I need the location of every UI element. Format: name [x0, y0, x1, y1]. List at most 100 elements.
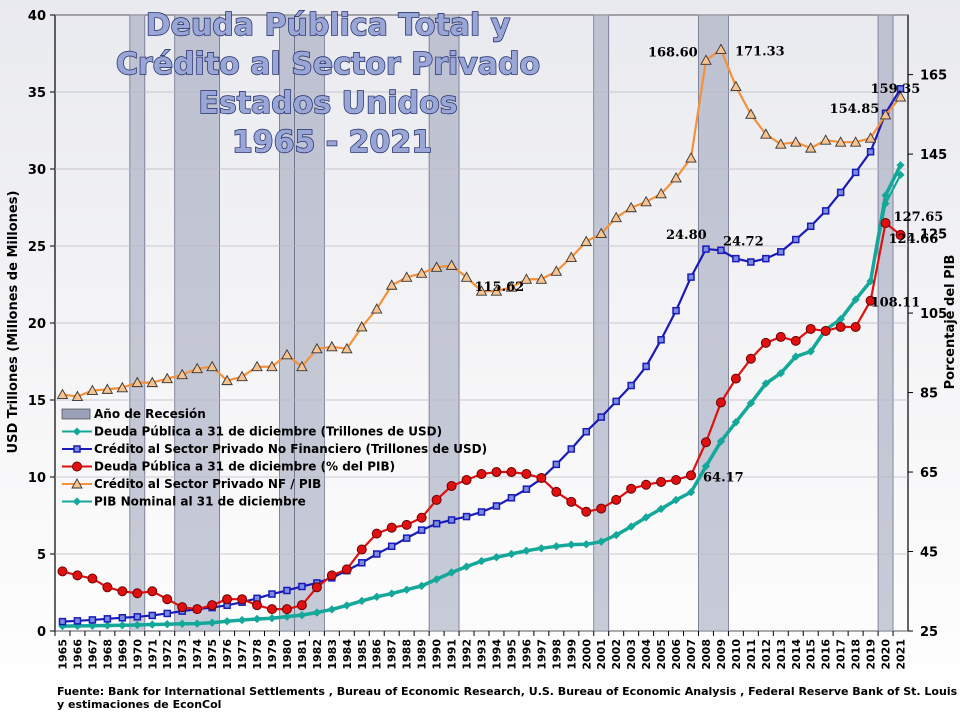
- series-2-point-2006: [671, 474, 682, 485]
- x-tick-1975: 1975: [206, 639, 219, 670]
- x-tick-1999: 1999: [565, 639, 578, 670]
- series-3-point-1989: [415, 267, 428, 278]
- x-tick-2019: 2019: [865, 639, 878, 670]
- x-tick-2013: 2013: [775, 639, 788, 670]
- series-3-point-2006: [670, 172, 682, 183]
- series-3-point-2003: [625, 201, 637, 213]
- annotation-10: 64.17: [703, 470, 744, 485]
- x-tick-2004: 2004: [640, 639, 653, 670]
- series-3-point-1997: [535, 273, 548, 284]
- x-tick-1977: 1977: [236, 639, 249, 670]
- source-line-1: Fuente: Bank for International Settlemen…: [57, 685, 958, 698]
- x-tick-1972: 1972: [161, 639, 174, 670]
- series-0-point-1987: [387, 589, 396, 598]
- y-left-tick-5: 5: [37, 548, 46, 563]
- title-line-3: Estados Unidos: [198, 86, 457, 121]
- x-tick-1995: 1995: [505, 639, 518, 670]
- series-0-point-2003: [627, 522, 636, 531]
- series-2-point-2003: [626, 483, 637, 494]
- x-tick-2005: 2005: [655, 639, 668, 670]
- series-2-point-2014: [790, 335, 801, 346]
- series-2-point-2017: [835, 321, 846, 332]
- series-0-point-1989: [417, 581, 426, 590]
- annotation-9: 108.11: [871, 296, 921, 311]
- series-0-point-1974: [193, 619, 202, 628]
- series-1-point-2010: [732, 254, 740, 263]
- series-0-point-1979: [267, 614, 277, 623]
- series-0-point-2013: [776, 369, 785, 378]
- series-0-point-1978: [252, 614, 262, 624]
- series-0-point-2005: [657, 504, 666, 513]
- series-1-point-1990: [432, 519, 441, 528]
- x-tick-1986: 1986: [371, 639, 384, 670]
- series-2-point-1987: [386, 522, 397, 533]
- series-2-point-1978: [252, 600, 263, 611]
- x-tick-1990: 1990: [431, 639, 444, 670]
- legend-item-2: Crédito al Sector Privado No Financiero …: [62, 442, 487, 456]
- series-0-point-1998: [552, 542, 561, 551]
- series-2-point-2019: [865, 295, 876, 306]
- series-2-point-1969: [117, 586, 128, 597]
- series-1-point-2011: [747, 258, 755, 266]
- legend-item-3: Deuda Pública a 31 de diciembre (% del P…: [62, 460, 395, 474]
- series-2-point-1985: [356, 544, 367, 555]
- series-0-point-1967: [88, 621, 97, 630]
- y-left-tick-0: 0: [37, 625, 46, 640]
- legend-label-2: Crédito al Sector Privado No Financiero …: [94, 442, 487, 456]
- series-3-point-2021: [894, 91, 907, 102]
- series-0-point-1975: [208, 618, 217, 627]
- series-2-point-1999: [566, 496, 577, 507]
- x-tick-2018: 2018: [850, 639, 863, 670]
- series-3-point-1974: [191, 362, 203, 374]
- series-1-point-1965: [58, 617, 67, 626]
- series-0-point-2008: [701, 462, 711, 471]
- series-2-point-2007: [686, 470, 697, 481]
- series-3-point-1973: [176, 368, 188, 380]
- series-2-point-1995: [506, 467, 517, 478]
- series-2-point-1990: [431, 494, 442, 505]
- series-1-point-2004: [642, 362, 650, 371]
- series-0-point-1984: [342, 601, 351, 610]
- series-3-point-1998: [550, 265, 563, 276]
- series-3-point-1979: [266, 360, 278, 372]
- series-3-point-2009: [715, 43, 727, 54]
- x-tick-2001: 2001: [595, 639, 608, 670]
- series-0-point-1990: [432, 575, 441, 584]
- series-2-point-2016: [820, 325, 831, 336]
- series-0-point-1985: [357, 596, 366, 606]
- x-tick-1991: 1991: [446, 639, 459, 670]
- x-tick-1981: 1981: [296, 639, 309, 670]
- series-3-point-1977: [236, 370, 248, 382]
- series-1-point-2012: [762, 254, 770, 263]
- series-3-point-2005: [655, 187, 667, 199]
- series-3-point-1965: [56, 388, 69, 399]
- annotation-7: 127.65: [894, 210, 944, 225]
- y-right-tick-45: 45: [920, 546, 938, 561]
- series-3-point-1976: [221, 374, 233, 386]
- title-line-2: Crédito al Sector Privado: [116, 47, 540, 82]
- annotation-4: 159.35: [871, 82, 921, 97]
- series-1-point-2015: [806, 222, 815, 231]
- series-3-point-2014: [789, 136, 802, 147]
- series-3-point-1969: [116, 381, 129, 393]
- series-3-point-2020: [879, 109, 892, 120]
- series-4-point-2021: [896, 161, 905, 170]
- series-0-point-1996: [522, 546, 531, 555]
- series-1-point-2008: [702, 245, 710, 253]
- series-1-point-2005: [657, 336, 665, 344]
- series-2-point-2009: [715, 397, 726, 408]
- series-2-point-2011: [745, 353, 756, 364]
- series-2-point-1979: [266, 604, 277, 615]
- series-3-point-2007: [685, 152, 697, 163]
- y-left-tick-40: 40: [28, 9, 46, 24]
- series-2-point-1968: [102, 582, 113, 593]
- series-0: [58, 170, 905, 631]
- series-1-point-1999: [567, 445, 576, 453]
- series-1-point-2018: [851, 168, 860, 177]
- series-2-point-1982: [311, 582, 322, 593]
- series-0-point-2007: [686, 488, 696, 497]
- series-2-point-2018: [850, 321, 861, 332]
- legend-item-5: PIB Nominal al 31 de diciembre: [62, 495, 306, 509]
- series-0-point-2020: [881, 199, 890, 208]
